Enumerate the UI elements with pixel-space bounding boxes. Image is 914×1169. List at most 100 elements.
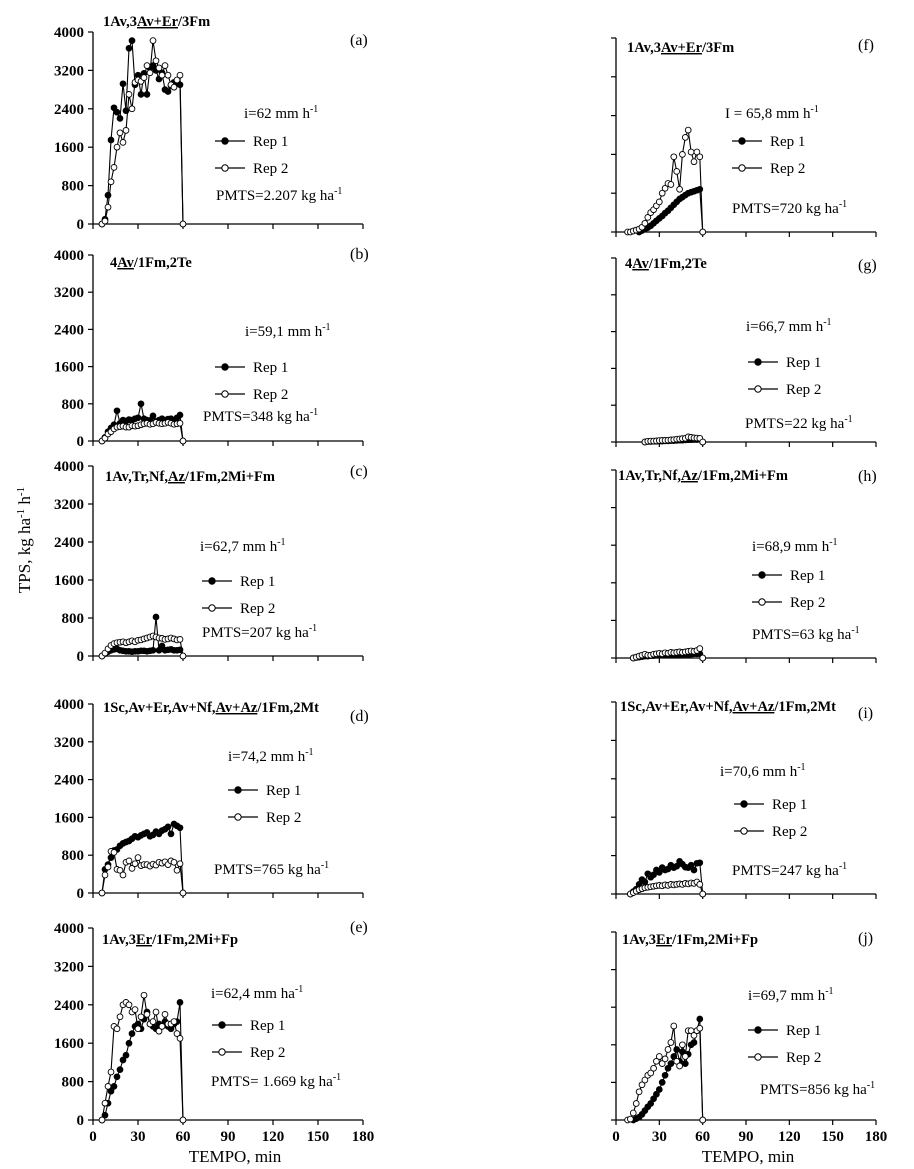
data-point-rep2 bbox=[152, 57, 160, 65]
chart-panel-c: 0 800 1600 2400 3200 4000 (c) 1Av,Tr,Nf,Az/1Fm,… bbox=[54, 459, 368, 665]
intensity-label: i=62,4 mm ha-1 bbox=[211, 984, 303, 1002]
series-line-rep2 bbox=[101, 40, 184, 225]
data-point-rep1 bbox=[647, 1100, 655, 1107]
data-point-rep1 bbox=[164, 823, 172, 831]
data-point-rep2 bbox=[173, 866, 181, 874]
series-rep2 bbox=[98, 848, 187, 897]
pmts-label: PMTS=63 kg ha-1 bbox=[752, 625, 860, 643]
data-point-rep2 bbox=[107, 178, 115, 186]
data-point-rep2 bbox=[679, 151, 686, 158]
data-point-rep1 bbox=[650, 871, 657, 879]
x-tick-label: 120 bbox=[778, 1129, 801, 1145]
data-point-rep2 bbox=[110, 164, 118, 171]
legend: Rep 1 Rep 2 bbox=[734, 797, 807, 840]
svg-text:TPS, kg ha-1 h-1: TPS, kg ha-1 h-1 bbox=[15, 487, 34, 593]
legend-marker-rep2 bbox=[754, 385, 762, 393]
y-tick-label: 0 bbox=[77, 217, 85, 233]
legend-marker-rep2 bbox=[221, 390, 229, 398]
data-point-rep2 bbox=[658, 189, 666, 197]
data-point-rep2 bbox=[137, 1013, 145, 1021]
legend-label-rep1: Rep 1 bbox=[770, 134, 805, 150]
data-point-rep2 bbox=[632, 1100, 640, 1107]
y-tick-label: 800 bbox=[62, 179, 85, 195]
data-point-rep1 bbox=[125, 44, 133, 52]
data-point-rep1 bbox=[128, 37, 136, 44]
treatment-title: 1Sc,Av+Er,Av+Nf,Av+Az/1Fm,2Mt bbox=[620, 699, 836, 715]
data-point-rep2 bbox=[655, 1053, 663, 1060]
treatment-post: /1Fm,2Mi+Fm bbox=[697, 468, 788, 484]
data-point-rep2 bbox=[158, 1023, 166, 1030]
data-point-rep1 bbox=[690, 1039, 698, 1046]
treatment-title: 1Sc,Av+Er,Av+Nf,Av+Az/1Fm,2Mt bbox=[103, 700, 319, 716]
legend-label-rep2: Rep 2 bbox=[772, 824, 807, 840]
data-point-rep2 bbox=[170, 1018, 178, 1025]
panel-letter: (g) bbox=[858, 257, 877, 274]
intensity-label: i=74,2 mm h-1 bbox=[228, 747, 314, 765]
y-tick-label: 4000 bbox=[54, 248, 84, 264]
data-point-rep2 bbox=[179, 652, 187, 660]
data-point-rep1 bbox=[664, 1064, 672, 1072]
data-point-rep1 bbox=[119, 1056, 127, 1064]
data-point-rep1 bbox=[113, 1073, 121, 1081]
data-point-rep1 bbox=[167, 830, 175, 838]
pmts-label: PMTS=348 kg ha-1 bbox=[203, 407, 318, 425]
treatment-pre: 1Av,Tr,Nf, bbox=[618, 468, 681, 484]
treatment-post: /1Fm,2Mt bbox=[773, 699, 836, 715]
legend-label-rep1: Rep 1 bbox=[786, 1023, 821, 1039]
y-tick-label: 2400 bbox=[54, 535, 84, 551]
data-point-rep2 bbox=[176, 860, 184, 868]
legend: Rep 1 Rep 2 bbox=[732, 134, 805, 177]
legend-label-rep2: Rep 2 bbox=[250, 1045, 285, 1061]
y-tick-label: 3200 bbox=[54, 735, 84, 751]
data-point-rep1 bbox=[137, 400, 145, 408]
y-label-sup2: -1 bbox=[15, 487, 27, 496]
data-point-rep1 bbox=[107, 1087, 115, 1095]
data-point-rep2 bbox=[667, 1039, 675, 1046]
data-point-rep1 bbox=[681, 1060, 689, 1067]
data-point-rep2 bbox=[104, 863, 112, 871]
y-tick-label: 4000 bbox=[54, 921, 84, 937]
treatment-pre: 1Sc,Av+Er,Av+Nf, bbox=[620, 699, 733, 715]
data-point-rep2 bbox=[696, 153, 704, 161]
data-point-rep2 bbox=[176, 419, 184, 427]
y-label-sup1: -1 bbox=[15, 509, 27, 518]
legend-label-rep1: Rep 1 bbox=[266, 783, 301, 799]
data-point-rep2 bbox=[653, 1057, 660, 1065]
treatment-post: /1Fm,2Mi+Fp bbox=[151, 932, 238, 948]
data-point-rep2 bbox=[143, 62, 151, 69]
y-tick-label: 3200 bbox=[54, 497, 84, 513]
data-point-rep1 bbox=[128, 1030, 136, 1037]
treatment-pre: 1Av,Tr,Nf, bbox=[105, 469, 168, 485]
treatment-underlined: Av+Er bbox=[137, 14, 179, 30]
chart-panel-i: (i) 1Sc,Av+Er,Av+Nf,Av+Az/1Fm,2Mt i=70,6 m… bbox=[611, 699, 877, 899]
data-point-rep2 bbox=[176, 1035, 184, 1042]
data-point-rep2 bbox=[699, 1116, 707, 1124]
x-tick-label: 60 bbox=[695, 1129, 710, 1145]
x-tick-label: 90 bbox=[221, 1129, 236, 1145]
treatment-post: /1Fm,2Te bbox=[648, 256, 707, 272]
y-tick-label: 3200 bbox=[54, 959, 84, 975]
treatment-post: /1Fm,2Mi+Fm bbox=[184, 469, 275, 485]
data-point-rep1 bbox=[107, 136, 115, 144]
chart-panel-d: 0 800 1600 2400 3200 4000 (d) 1Sc,Av+Er,Av+Nf,A… bbox=[54, 697, 369, 902]
data-point-rep2 bbox=[113, 1025, 121, 1033]
data-point-rep2 bbox=[699, 890, 707, 898]
data-point-rep2 bbox=[101, 1099, 109, 1107]
data-point-rep1 bbox=[137, 91, 145, 98]
y-tick-label: 800 bbox=[62, 397, 85, 413]
data-point-rep1 bbox=[176, 999, 184, 1006]
treatment-pre: 1Av,3 bbox=[627, 40, 661, 56]
legend-marker-rep1 bbox=[221, 137, 229, 145]
legend: Rep 1 Rep 2 bbox=[748, 355, 821, 398]
data-point-rep2 bbox=[179, 437, 187, 445]
data-point-rep2 bbox=[690, 1032, 698, 1039]
data-point-rep2 bbox=[149, 37, 157, 44]
x-tick-label: 150 bbox=[307, 1129, 330, 1145]
y-tick-label: 1600 bbox=[54, 810, 84, 826]
data-point-rep2 bbox=[681, 134, 689, 141]
data-point-rep2 bbox=[125, 91, 133, 98]
data-point-rep2 bbox=[644, 214, 652, 221]
x-tick-label: 150 bbox=[821, 1129, 844, 1145]
data-point-rep2 bbox=[629, 1109, 637, 1117]
data-point-rep2 bbox=[176, 71, 184, 79]
